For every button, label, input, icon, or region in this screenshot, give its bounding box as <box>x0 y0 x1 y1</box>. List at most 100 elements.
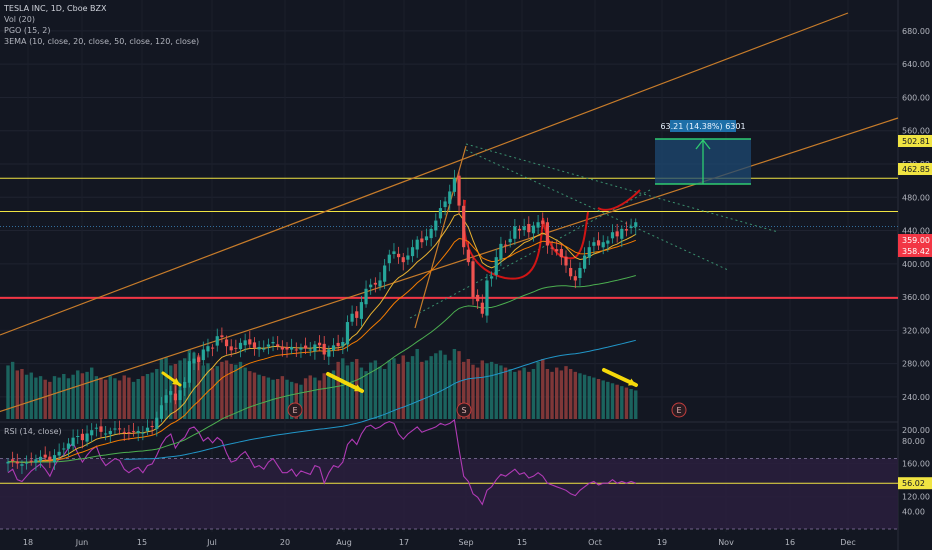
volume-bar <box>545 369 550 419</box>
volume-bar <box>266 377 271 419</box>
candle-body <box>308 349 312 351</box>
candle-body <box>397 253 401 258</box>
candle-body <box>234 347 238 349</box>
candle-body <box>108 431 112 435</box>
candle-body <box>62 448 66 450</box>
candle-body <box>559 248 563 258</box>
volume-bar <box>234 364 238 419</box>
volume-bar <box>303 378 308 419</box>
candle-body <box>634 222 638 227</box>
time-tick-label: 18 <box>23 538 33 547</box>
volume-bar <box>415 349 419 419</box>
candle-body <box>215 336 219 346</box>
volume-bar <box>127 377 131 419</box>
ema-line <box>124 339 636 460</box>
candle-body <box>364 288 368 305</box>
volume-bar <box>345 365 350 419</box>
candle-body <box>624 229 629 231</box>
dotted-up-line <box>409 189 651 319</box>
candle-body <box>76 436 80 438</box>
volume-bar <box>555 367 559 419</box>
candle-body <box>545 222 549 246</box>
candle-body <box>290 347 294 350</box>
candle-body <box>71 437 75 446</box>
volume-bar <box>499 365 503 419</box>
volume-bar <box>71 374 75 419</box>
candle-body <box>485 280 489 316</box>
candle-body <box>322 343 326 355</box>
time-tick-label: Jun <box>75 538 89 547</box>
yellow-arrow-head <box>354 384 362 392</box>
candle-body <box>25 462 29 464</box>
volume-bar <box>327 376 331 419</box>
price-tick-label: 440.00 <box>902 227 930 236</box>
candle-body <box>57 451 61 456</box>
candle-body <box>206 346 210 352</box>
candle-body <box>257 347 261 350</box>
time-tick-label: Nov <box>718 538 734 547</box>
candle-body <box>513 226 517 239</box>
volume-bar <box>276 379 280 419</box>
volume-bar <box>559 370 564 419</box>
candle-body <box>564 256 568 266</box>
candle-body <box>476 294 480 302</box>
candle-body <box>387 254 391 264</box>
rsi-tick-label: 80.00 <box>902 437 925 446</box>
target-arrow-head <box>695 138 711 150</box>
candle-body <box>462 205 466 248</box>
volume-bar <box>20 369 24 419</box>
volume-bar <box>489 361 494 419</box>
candle-body <box>429 228 433 239</box>
yellow-arrow-head <box>628 378 636 386</box>
candle-body <box>183 381 187 388</box>
candle-body <box>490 276 494 279</box>
price-tick-label: 640.00 <box>902 60 930 69</box>
price-level-badge-text: 502.81 <box>902 137 930 146</box>
candle-body <box>85 433 89 442</box>
time-tick-label: Oct <box>588 538 602 547</box>
volume-bar <box>527 371 531 419</box>
candle-body <box>52 455 57 463</box>
rsi-legend[interactable]: RSI (14, close) <box>4 427 62 436</box>
volume-bar <box>192 352 196 419</box>
volume-bar <box>308 375 312 419</box>
candle-body <box>211 347 215 349</box>
volume-bar <box>248 371 252 419</box>
candle-body <box>197 357 201 362</box>
pgo-legend[interactable]: PGO (15, 2) <box>4 26 51 35</box>
candle-body <box>443 201 447 208</box>
volume-bar <box>406 361 410 419</box>
ema-line <box>7 213 637 463</box>
price-level-badge <box>898 163 932 175</box>
volume-bar <box>620 386 624 419</box>
volume-bar <box>541 359 545 419</box>
candle-body <box>104 433 108 435</box>
candle-body <box>527 224 531 233</box>
rsi-tick-label: 40.00 <box>902 507 925 516</box>
volume-bar <box>448 360 452 419</box>
volume-legend[interactable]: Vol (20) <box>4 15 35 24</box>
candle-body <box>252 342 257 348</box>
candle-body <box>383 265 387 282</box>
dotted-down-line <box>465 149 729 271</box>
time-tick-label: Sep <box>458 538 473 547</box>
chart-title-legend[interactable]: TESLA INC, 1D, Cboe BZX <box>4 4 107 13</box>
rsi-axis: 80.00 40.00 56.02 <box>898 437 932 516</box>
volume-bar <box>285 379 289 419</box>
candle-body <box>262 348 266 350</box>
volume-bar <box>29 372 33 419</box>
candle-body <box>471 261 475 298</box>
volume-bar <box>94 376 99 419</box>
price-candles <box>6 169 638 475</box>
ema-legend[interactable]: 3EMA (10, close, 20, close, 50, close, 1… <box>4 37 200 46</box>
volume-bar <box>159 359 164 419</box>
volume-bar <box>99 377 103 419</box>
volume-bar <box>15 370 19 419</box>
volume-bar <box>606 381 610 419</box>
candle-body <box>173 393 177 401</box>
candle-body <box>592 242 596 246</box>
price-level-badge <box>898 245 932 257</box>
candle-body <box>169 391 173 395</box>
